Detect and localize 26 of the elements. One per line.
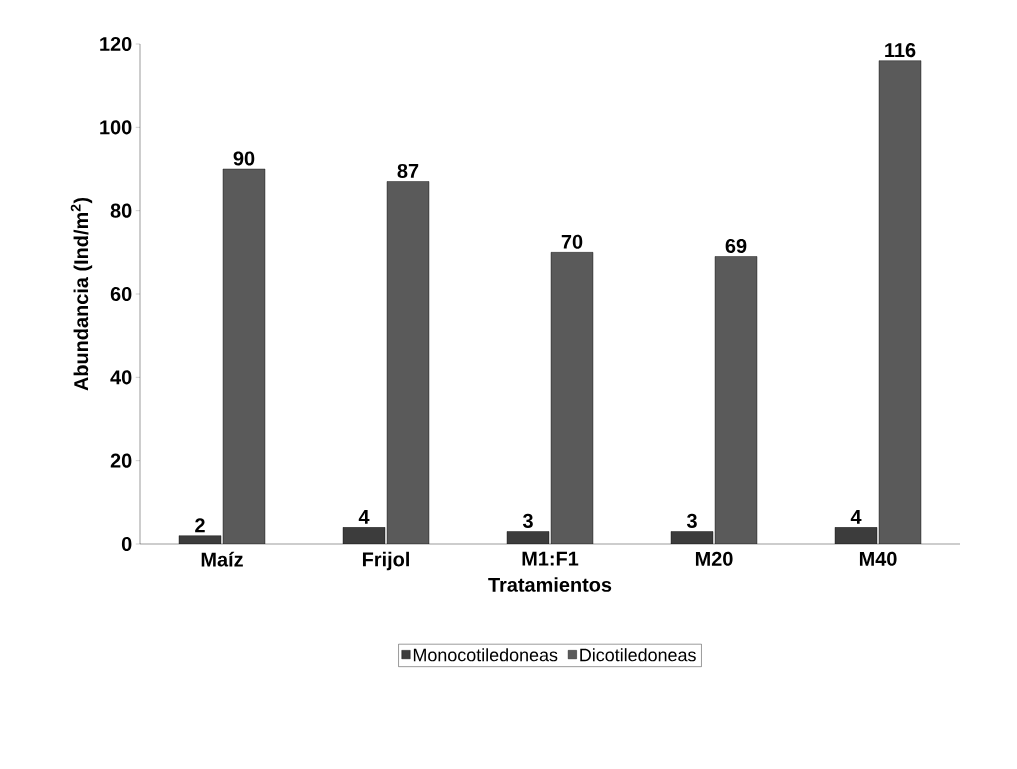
data-label: 70 — [561, 234, 583, 249]
y-tick-label: 60 — [110, 286, 132, 302]
y-tick-label: 120 — [100, 36, 132, 52]
data-label: 116 — [885, 43, 916, 58]
x-tick-label: M1:F1 — [522, 551, 579, 566]
data-label: 69 — [725, 238, 747, 253]
x-tick-label: Frijol — [362, 551, 409, 571]
data-label: 4 — [358, 510, 370, 524]
y-tick-label: 40 — [110, 370, 132, 385]
data-label: 90 — [233, 151, 255, 166]
x-axis-title: Tratamientos — [488, 577, 612, 592]
data-label: 3 — [686, 513, 697, 528]
x-tick-label: Maíz — [201, 551, 243, 567]
y-tick-label: 100 — [100, 120, 132, 135]
x-tick-label: M40 — [859, 551, 897, 566]
data-label: 2 — [195, 518, 205, 533]
legend-label: Monocotiledoneas — [413, 648, 558, 662]
x-tick-label: M20 — [695, 551, 733, 566]
y-tick-label: 80 — [110, 203, 132, 218]
y-axis-title: Abundancia (Ind/m$^{2}$) — [70, 197, 93, 391]
legend-label: Dicotiledoneas — [580, 648, 696, 662]
y-tick-label: 0 — [121, 536, 132, 552]
data-label: 3 — [522, 513, 533, 528]
y-tick-label: 20 — [110, 453, 132, 468]
data-label: 4 — [850, 510, 862, 524]
data-label: 87 — [397, 163, 419, 178]
